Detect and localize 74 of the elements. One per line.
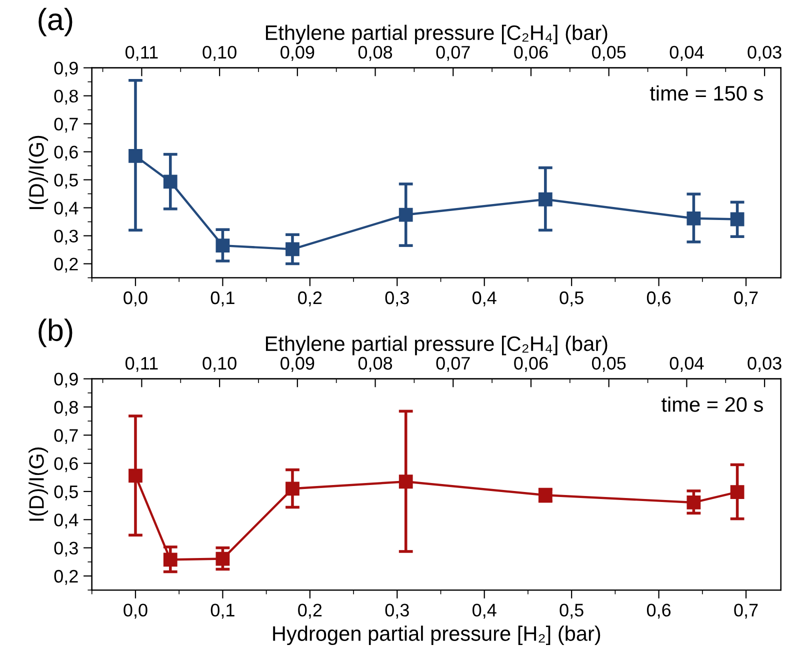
y-tick-label: 0,6 bbox=[54, 146, 78, 161]
y-tick-label: 0,4 bbox=[54, 514, 78, 528]
x2-tick-label: 0,08 bbox=[358, 356, 392, 372]
x2-tick-label: 0,05 bbox=[592, 356, 626, 372]
y-tick-label: 0,2 bbox=[54, 570, 78, 585]
x-tick-label: 0,0 bbox=[124, 291, 148, 306]
x2-tick-label: 0,06 bbox=[514, 46, 548, 61]
x-tick-label: 0,7 bbox=[734, 604, 758, 619]
x-tick-label: 0,5 bbox=[560, 291, 584, 306]
point bbox=[538, 192, 552, 206]
x-axis-title: Hydrogen partial pressure [H₂] (bar) bbox=[273, 626, 600, 646]
point bbox=[163, 552, 178, 567]
y-tick-label: 0,3 bbox=[54, 542, 78, 557]
x-tick-label: 0,3 bbox=[385, 604, 409, 619]
annotation: time = 20 s bbox=[662, 396, 763, 412]
x2-tick-label: 0,07 bbox=[436, 356, 470, 372]
y-tick-label: 0,2 bbox=[54, 258, 78, 273]
x-tick-label: 0,4 bbox=[472, 291, 496, 306]
x2-tick-label: 0,10 bbox=[202, 356, 236, 372]
x-tick-label: 0,6 bbox=[646, 604, 671, 619]
x-tick-label: 0,1 bbox=[210, 604, 234, 619]
text: (b) bbox=[38, 318, 72, 348]
y-tick-label: 0,6 bbox=[54, 457, 78, 472]
point bbox=[686, 496, 701, 510]
x2-tick-label: 0,09 bbox=[280, 46, 314, 61]
y-tick-label: 0,3 bbox=[54, 230, 78, 245]
text: (a) bbox=[38, 8, 72, 36]
x2-tick-label: 0,07 bbox=[436, 46, 470, 61]
point bbox=[216, 552, 230, 566]
point bbox=[686, 211, 701, 226]
y-tick-label: 0,8 bbox=[54, 400, 78, 416]
point bbox=[163, 174, 178, 189]
x-tick-label: 0,5 bbox=[560, 604, 584, 619]
x2-tick-label: 0,10 bbox=[202, 46, 236, 61]
x2-tick-label: 0,06 bbox=[514, 356, 548, 372]
x-tick-label: 0,4 bbox=[472, 604, 496, 619]
point bbox=[128, 149, 142, 163]
x2-tick-label: 0,08 bbox=[358, 46, 392, 61]
x-tick-label: 0,2 bbox=[298, 291, 322, 306]
point bbox=[730, 212, 744, 226]
point bbox=[286, 482, 300, 496]
y-axis-title: I(D)/I(G) bbox=[28, 448, 48, 521]
x2-tick-label: 0,09 bbox=[280, 356, 314, 372]
x2-axis-title: Ethylene partial pressure [C₂H₄] (bar) bbox=[266, 24, 608, 44]
x-tick-label: 0,1 bbox=[210, 291, 234, 306]
x-tick-label: 0,2 bbox=[298, 604, 322, 619]
y-tick-label: 0,7 bbox=[54, 118, 78, 133]
x2-tick-label: 0,11 bbox=[126, 356, 158, 372]
x2-tick-label: 0,04 bbox=[670, 356, 704, 372]
y-tick-label: 0,7 bbox=[54, 429, 78, 444]
x2-tick-label: 0,05 bbox=[592, 46, 626, 61]
point bbox=[216, 238, 230, 253]
point bbox=[730, 485, 744, 499]
point bbox=[398, 208, 413, 222]
x-tick-label: 0,7 bbox=[734, 291, 758, 306]
y-tick-label: 0,9 bbox=[54, 62, 78, 77]
x2-tick-label: 0,03 bbox=[748, 46, 782, 61]
y-axis-title: I(D)/I(G) bbox=[28, 136, 48, 210]
point bbox=[398, 474, 413, 489]
x2-tick-label: 0,03 bbox=[748, 356, 782, 372]
y-tick-label: 0,5 bbox=[54, 485, 78, 500]
point bbox=[128, 468, 142, 483]
x-tick-label: 0,0 bbox=[124, 604, 148, 619]
y-tick-label: 0,9 bbox=[54, 372, 78, 388]
y-tick-label: 0,4 bbox=[54, 202, 78, 217]
x2-tick-label: 0,04 bbox=[670, 46, 704, 61]
y-tick-label: 0,8 bbox=[54, 90, 78, 105]
x-tick-label: 0,3 bbox=[385, 291, 409, 306]
point bbox=[286, 242, 300, 256]
x2-tick-label: 0,11 bbox=[126, 46, 158, 61]
annotation: time = 150 s bbox=[650, 85, 763, 101]
x-tick-label: 0,6 bbox=[646, 291, 671, 306]
y-tick-label: 0,5 bbox=[54, 174, 78, 189]
x2-axis-title: Ethylene partial pressure [C₂H₄] (bar) bbox=[266, 336, 608, 356]
